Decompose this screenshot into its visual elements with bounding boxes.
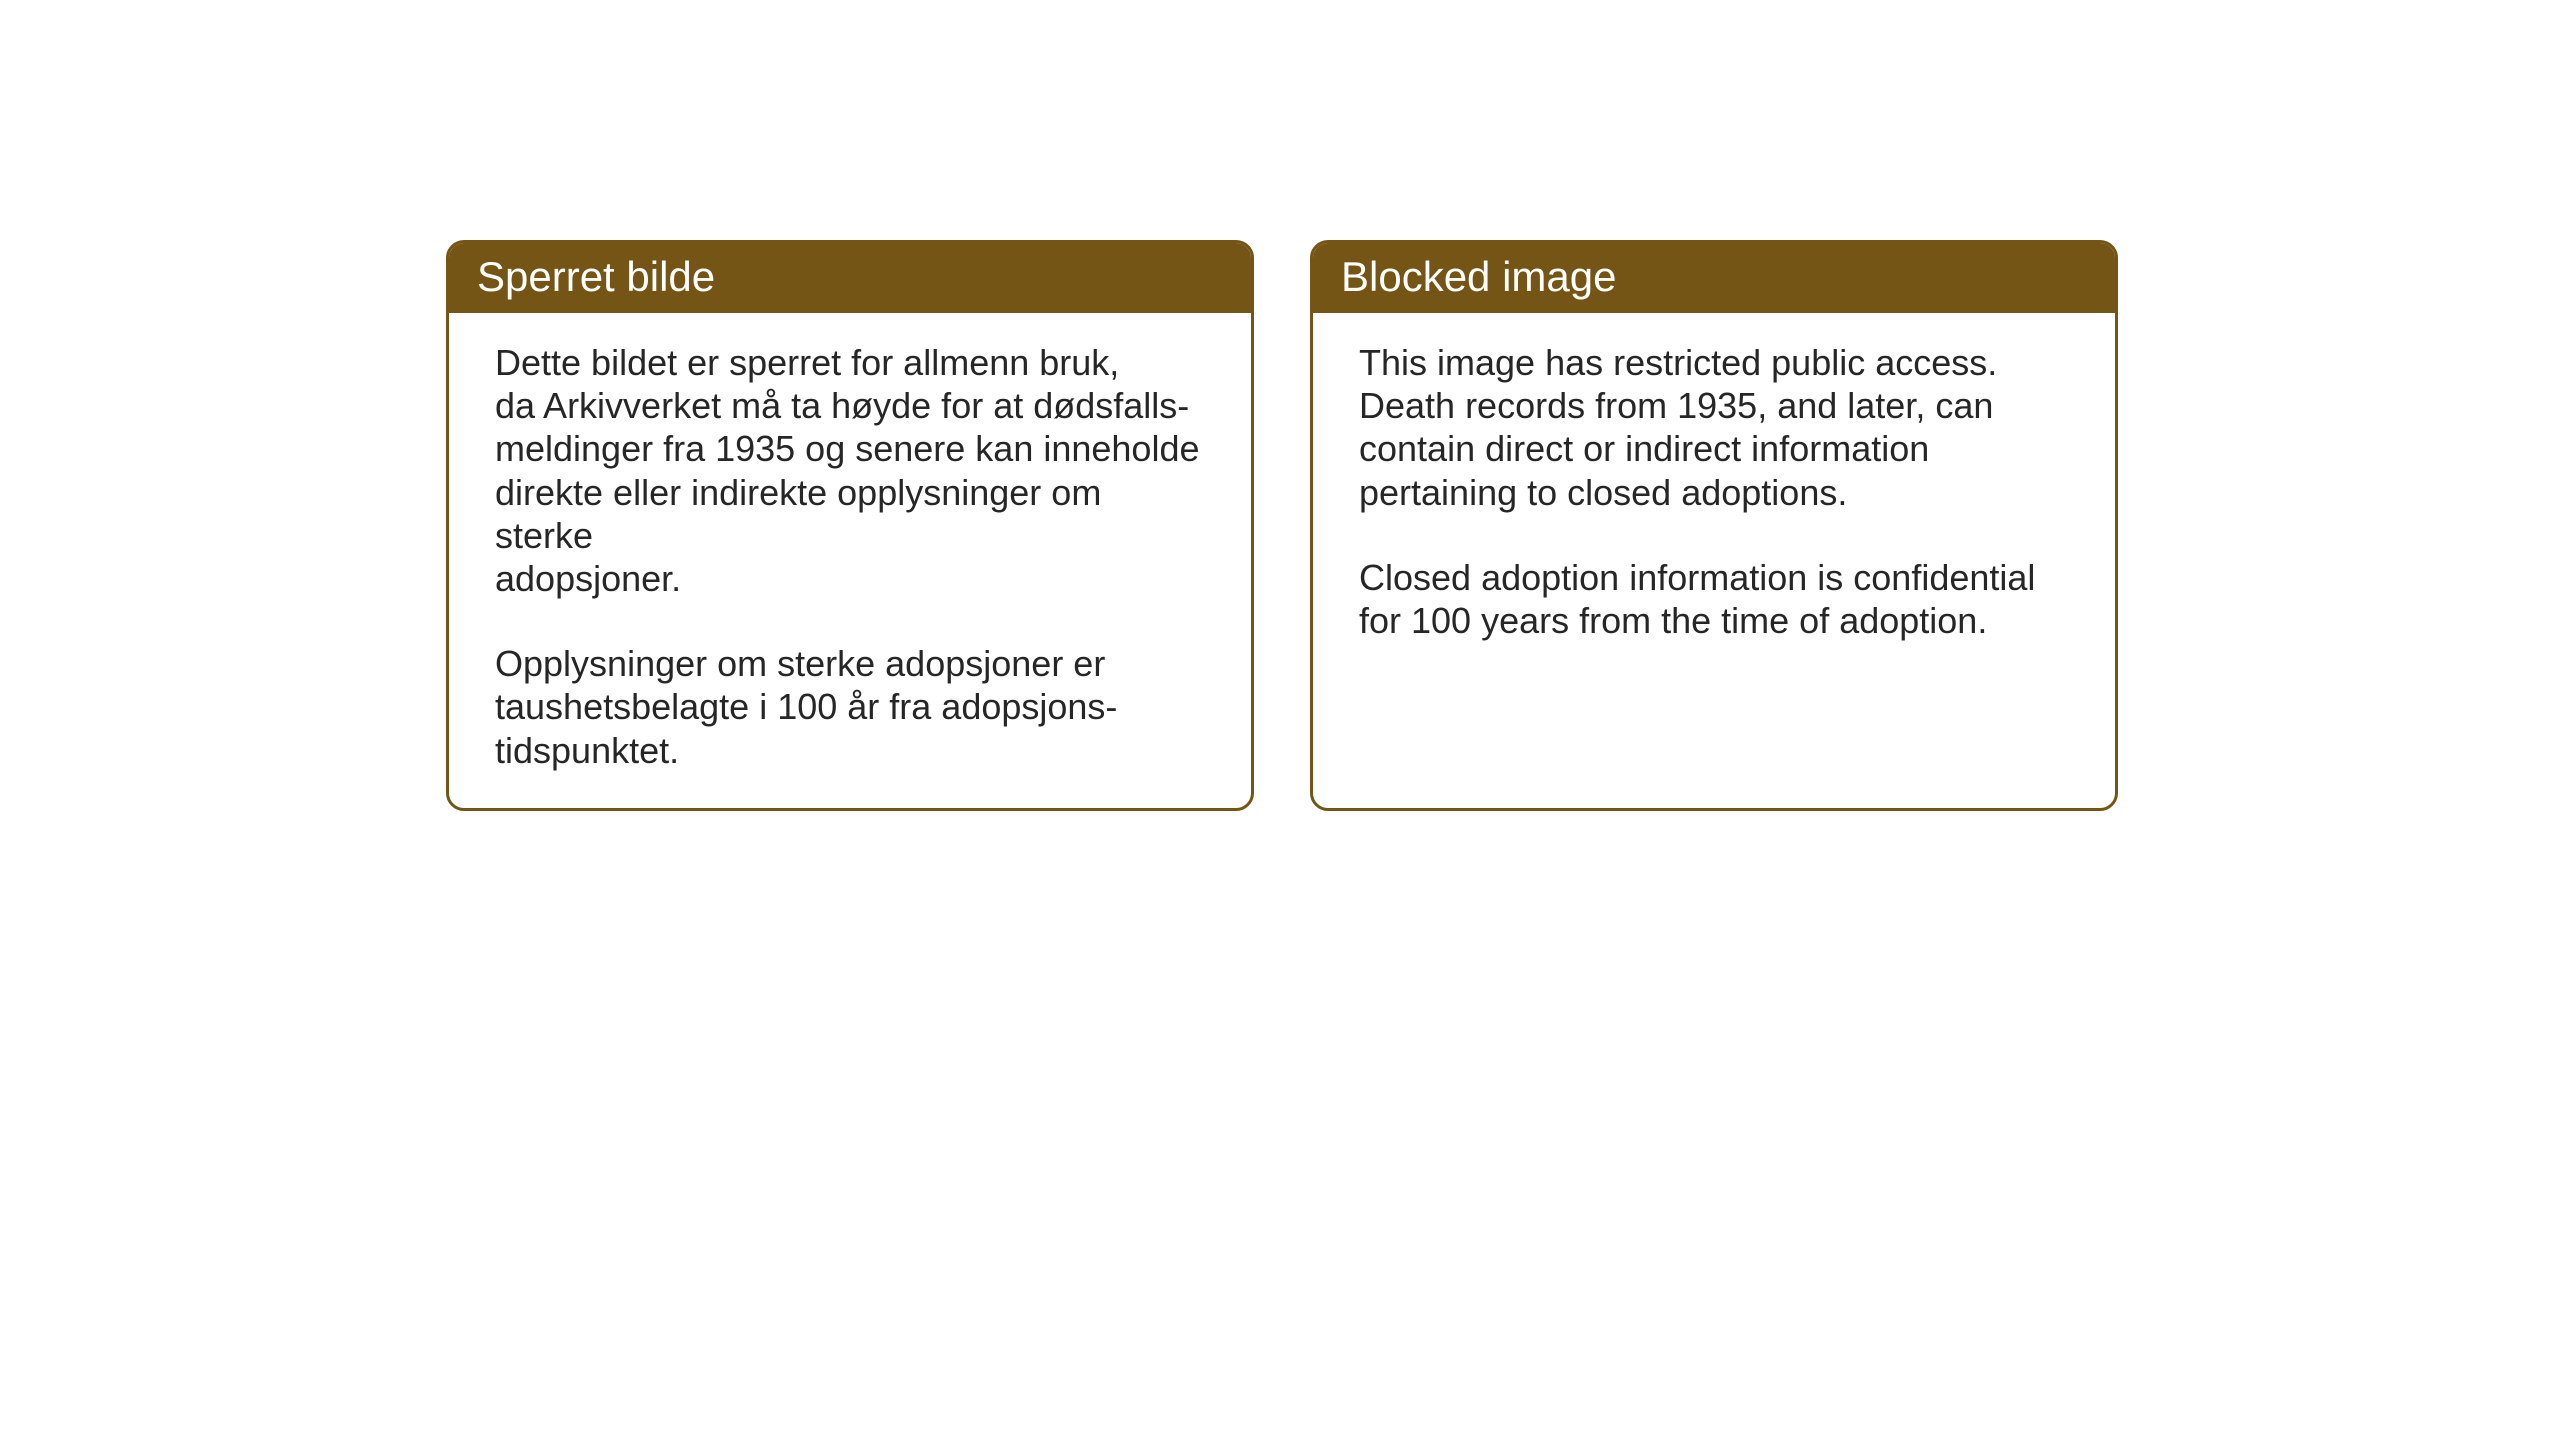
norwegian-card-title: Sperret bilde (449, 243, 1251, 313)
norwegian-card-body: Dette bildet er sperret for allmenn bruk… (449, 313, 1251, 808)
english-paragraph-2: Closed adoption information is confident… (1359, 556, 2069, 642)
cards-container: Sperret bilde Dette bildet er sperret fo… (446, 240, 2118, 811)
norwegian-paragraph-2: Opplysninger om sterke adopsjoner er tau… (495, 642, 1205, 772)
norwegian-card: Sperret bilde Dette bildet er sperret fo… (446, 240, 1254, 811)
english-paragraph-1: This image has restricted public access.… (1359, 341, 2069, 514)
english-card-title: Blocked image (1313, 243, 2115, 313)
norwegian-paragraph-1: Dette bildet er sperret for allmenn bruk… (495, 341, 1205, 600)
english-card-body: This image has restricted public access.… (1313, 313, 2115, 713)
english-card: Blocked image This image has restricted … (1310, 240, 2118, 811)
